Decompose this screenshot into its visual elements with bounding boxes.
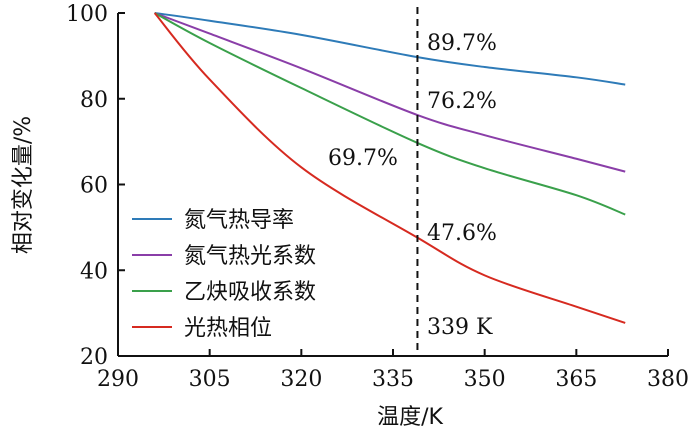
legend-label: 乙炔吸收系数	[184, 280, 316, 305]
y-tick-label: 20	[80, 345, 108, 370]
x-tick-label: 365	[555, 367, 597, 392]
series-line-3	[153, 12, 626, 324]
x-tick-label: 305	[189, 367, 231, 392]
series-line-2	[154, 12, 626, 216]
legend-label: 氮气热导率	[184, 208, 294, 233]
series-line-1	[154, 12, 626, 173]
x-axis-ticks: 290 305 320 335 350 365 380	[97, 349, 689, 392]
legend-label: 光热相位	[184, 316, 272, 341]
x-tick-label: 335	[372, 367, 414, 392]
y-tick-label: 40	[80, 259, 108, 284]
legend-label: 氮气热光系数	[184, 244, 316, 269]
y-axis-ticks: 20 40 60 80 100	[66, 2, 125, 370]
y-tick-label: 100	[66, 2, 108, 27]
annotation-thermal-conductivity: 89.7%	[427, 31, 497, 56]
x-axis-title: 温度/K	[377, 405, 443, 430]
x-tick-label: 380	[647, 367, 689, 392]
series-line-0	[154, 12, 626, 86]
annotation-phase: 47.6%	[427, 221, 497, 246]
annotation-absorption: 69.7%	[328, 146, 398, 171]
annotation-thermo-optic: 76.2%	[427, 89, 497, 114]
x-tick-label: 320	[280, 367, 322, 392]
y-tick-label: 80	[80, 88, 108, 113]
y-axis-title: 相对变化量/%	[11, 116, 36, 254]
reference-line-label: 339 K	[427, 315, 493, 340]
y-tick-label: 60	[80, 174, 108, 199]
x-tick-label: 350	[464, 367, 506, 392]
x-tick-label: 290	[97, 367, 139, 392]
